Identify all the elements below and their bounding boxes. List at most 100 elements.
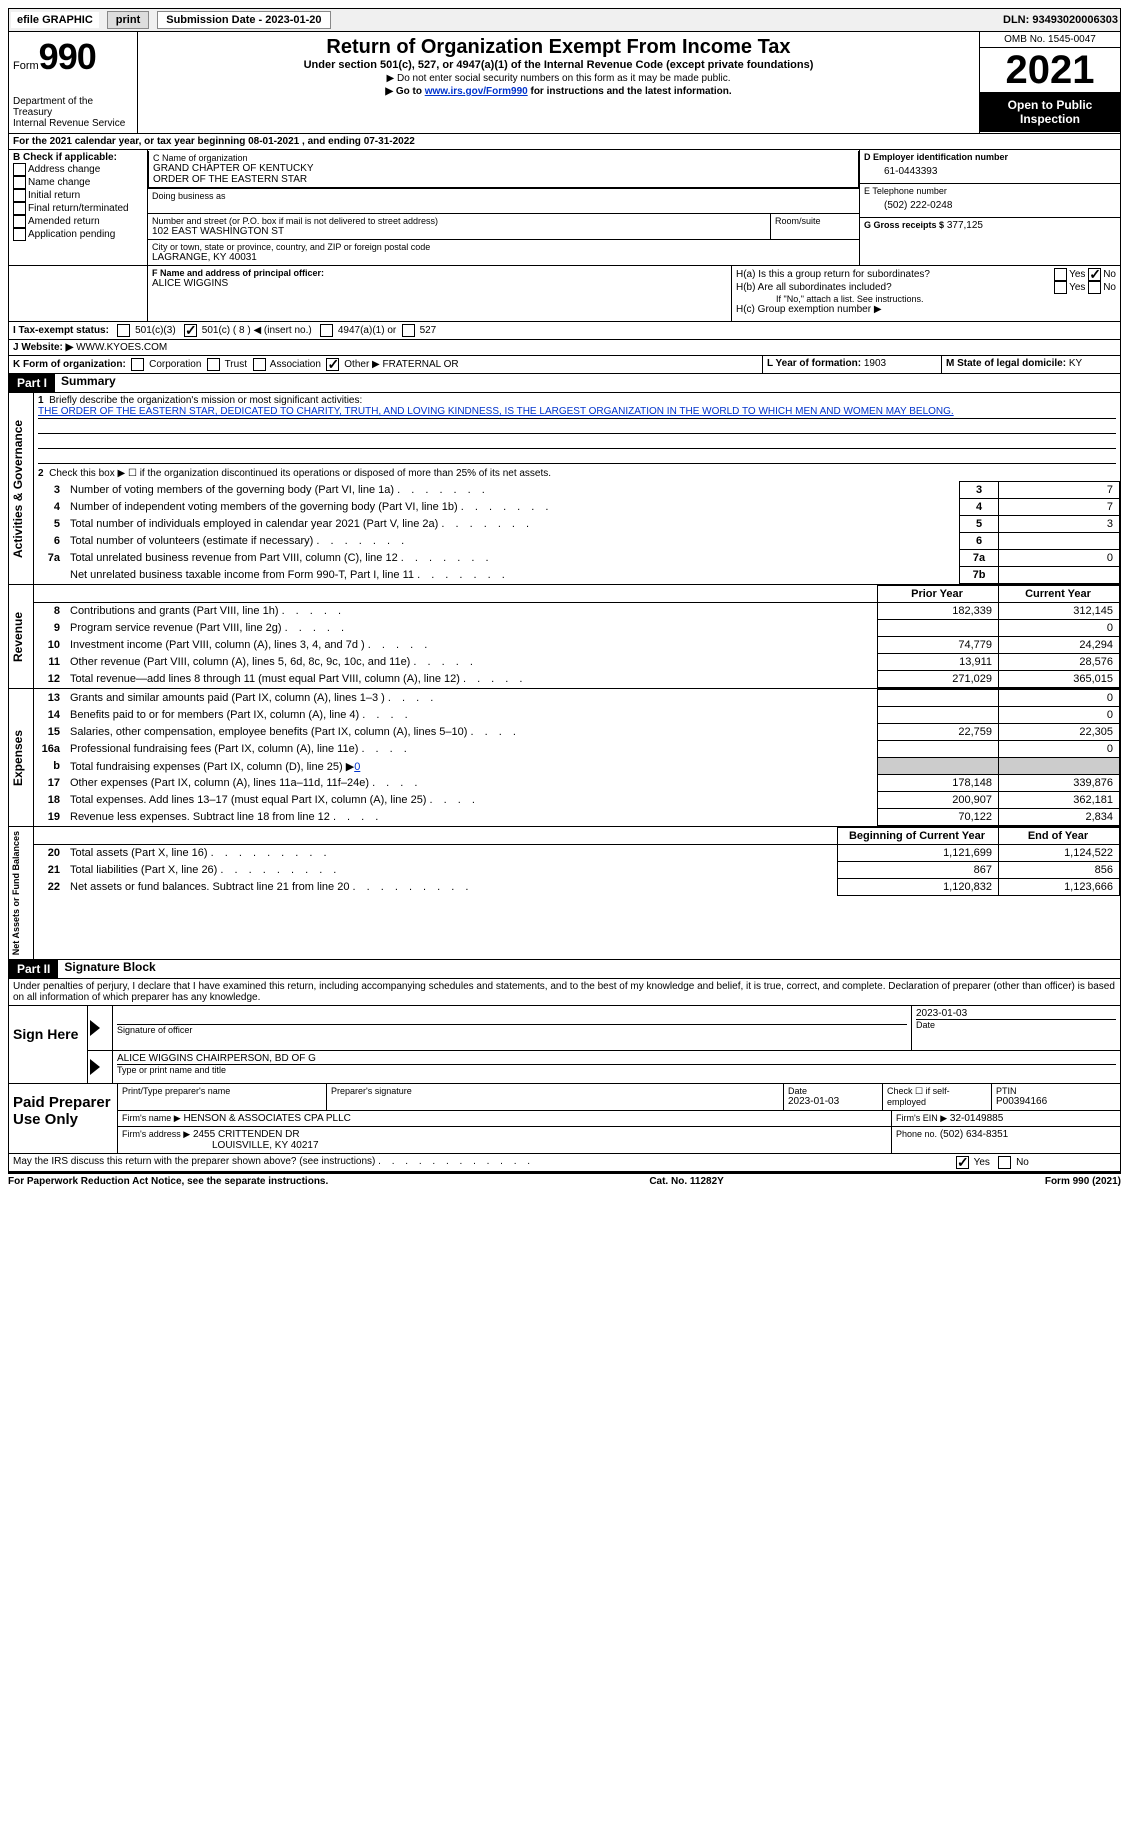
section-c-label: C Name of organization bbox=[153, 153, 854, 163]
section-b-label: B Check if applicable: bbox=[13, 152, 143, 163]
declaration-text: Under penalties of perjury, I declare th… bbox=[8, 979, 1121, 1006]
prior-year-hdr: Prior Year bbox=[878, 586, 999, 603]
addr-change-checkbox[interactable] bbox=[13, 163, 26, 176]
firm-name: HENSON & ASSOCIATES CPA PLLC bbox=[183, 1113, 350, 1124]
prep-date: 2023-01-03 bbox=[788, 1096, 878, 1107]
summary-table: 3Number of voting members of the governi… bbox=[34, 481, 1120, 584]
expenses-table: 13Grants and similar amounts paid (Part … bbox=[34, 689, 1120, 826]
section-f-label: F Name and address of principal officer: bbox=[152, 268, 727, 278]
corp-checkbox[interactable] bbox=[131, 358, 144, 371]
form-footer: Form 990 (2021) bbox=[1045, 1176, 1121, 1187]
section-k-label: K Form of organization: bbox=[13, 359, 126, 370]
goto-post: for instructions and the latest informat… bbox=[528, 86, 732, 97]
period-row: For the 2021 calendar year, or tax year … bbox=[8, 134, 1121, 150]
assoc-checkbox[interactable] bbox=[253, 358, 266, 371]
netassets-block: Net Assets or Fund Balances Beginning of… bbox=[8, 827, 1121, 960]
form-header: Form 990 Department of the Treasury Inte… bbox=[8, 32, 1121, 134]
part1-header: Part I Summary bbox=[8, 374, 1121, 393]
irs-link[interactable]: www.irs.gov/Form990 bbox=[425, 86, 528, 97]
year-formation: 1903 bbox=[864, 358, 886, 369]
officer-name: ALICE WIGGINS bbox=[152, 278, 727, 289]
prep-sig-label: Preparer's signature bbox=[331, 1086, 779, 1096]
line2-text: Check this box ▶ ☐ if the organization d… bbox=[49, 468, 551, 479]
form-title: Return of Organization Exempt From Incom… bbox=[146, 36, 971, 59]
section-j-label: J Website: ▶ bbox=[13, 342, 73, 353]
section-e-label: E Telephone number bbox=[864, 186, 1116, 196]
line1-label: Briefly describe the organization's miss… bbox=[49, 395, 362, 406]
netassets-table: Beginning of Current Year End of Year 20… bbox=[34, 827, 1120, 896]
other-value: FRATERNAL OR bbox=[383, 359, 459, 370]
form-number: 990 bbox=[39, 36, 96, 78]
typed-name: ALICE WIGGINS CHAIRPERSON, BD OF G bbox=[117, 1053, 1116, 1064]
side-activities: Activities & Governance bbox=[9, 393, 33, 584]
side-revenue: Revenue bbox=[9, 585, 33, 688]
hb-no-checkbox[interactable] bbox=[1088, 281, 1101, 294]
website-row: J Website: ▶ WWW.KYOES.COM bbox=[8, 340, 1121, 356]
ptin-value: P00394166 bbox=[996, 1096, 1116, 1107]
hb-yes-checkbox[interactable] bbox=[1054, 281, 1067, 294]
tax-year: 2021 bbox=[980, 48, 1120, 92]
part2-title: Signature Block bbox=[58, 960, 155, 978]
tax-status-row: I Tax-exempt status: 501(c)(3) 501(c) ( … bbox=[8, 322, 1121, 340]
501c3-checkbox[interactable] bbox=[117, 324, 130, 337]
part1-badge: Part I bbox=[9, 374, 55, 392]
other-checkbox[interactable] bbox=[326, 358, 339, 371]
open-to-public: Open to Public Inspection bbox=[980, 92, 1120, 132]
firm-addr2: LOUISVILLE, KY 40217 bbox=[122, 1140, 319, 1151]
initial-return-checkbox[interactable] bbox=[13, 189, 26, 202]
amended-return-checkbox[interactable] bbox=[13, 215, 26, 228]
paid-preparer-block: Paid Preparer Use Only Print/Type prepar… bbox=[8, 1084, 1121, 1154]
print-button[interactable]: print bbox=[107, 11, 149, 29]
klm-row: K Form of organization: Corporation Trus… bbox=[8, 356, 1121, 374]
prep-name-label: Print/Type preparer's name bbox=[122, 1086, 322, 1096]
section-d-label: D Employer identification number bbox=[864, 152, 1116, 162]
part1-body: Activities & Governance 1 Briefly descri… bbox=[8, 393, 1121, 585]
section-g-label: G Gross receipts $ bbox=[864, 220, 944, 230]
firm-name-label: Firm's name ▶ bbox=[122, 1113, 181, 1123]
begin-year-hdr: Beginning of Current Year bbox=[838, 828, 999, 845]
officer-block: F Name and address of principal officer:… bbox=[8, 266, 1121, 322]
trust-checkbox[interactable] bbox=[207, 358, 220, 371]
phone-value: (502) 222-0248 bbox=[864, 196, 1116, 215]
org-name-1: GRAND CHAPTER OF KENTUCKY bbox=[153, 163, 854, 174]
ha-no-checkbox[interactable] bbox=[1088, 268, 1101, 281]
pra-notice: For Paperwork Reduction Act Notice, see … bbox=[8, 1176, 328, 1187]
irs-label: Internal Revenue Service bbox=[13, 118, 133, 129]
final-return-checkbox[interactable] bbox=[13, 202, 26, 215]
efile-label: efile GRAPHIC bbox=[11, 12, 99, 28]
website-value: WWW.KYOES.COM bbox=[76, 342, 167, 353]
current-year-hdr: Current Year bbox=[999, 586, 1120, 603]
firm-ein-label: Firm's EIN ▶ bbox=[896, 1113, 947, 1123]
submission-date: Submission Date - 2023-01-20 bbox=[157, 11, 330, 29]
sign-here-label: Sign Here bbox=[9, 1006, 88, 1083]
arrow-icon bbox=[90, 1020, 100, 1036]
form-word: Form bbox=[13, 60, 39, 72]
h-b-note: If "No," attach a list. See instructions… bbox=[736, 294, 1116, 304]
h-b-label: H(b) Are all subordinates included? bbox=[736, 282, 1054, 293]
h-c-label: H(c) Group exemption number ▶ bbox=[736, 304, 1116, 315]
527-checkbox[interactable] bbox=[402, 324, 415, 337]
may-irs-no-checkbox[interactable] bbox=[998, 1156, 1011, 1169]
goto-pre: ▶ Go to bbox=[385, 86, 424, 97]
side-expenses: Expenses bbox=[9, 689, 33, 826]
footer: For Paperwork Reduction Act Notice, see … bbox=[8, 1172, 1121, 1189]
firm-addr1: 2455 CRITTENDEN DR bbox=[193, 1129, 300, 1140]
arrow-icon bbox=[90, 1059, 100, 1075]
may-irs-text: May the IRS discuss this return with the… bbox=[13, 1156, 375, 1167]
4947-checkbox[interactable] bbox=[320, 324, 333, 337]
sig-officer-label: Signature of officer bbox=[117, 1024, 907, 1035]
org-address: 102 EAST WASHINGTON ST bbox=[152, 226, 766, 237]
may-irs-yes-checkbox[interactable] bbox=[956, 1156, 969, 1169]
omb-number: OMB No. 1545-0047 bbox=[980, 32, 1120, 48]
city-label: City or town, state or province, country… bbox=[152, 242, 855, 252]
app-pending-checkbox[interactable] bbox=[13, 228, 26, 241]
name-change-checkbox[interactable] bbox=[13, 176, 26, 189]
ha-yes-checkbox[interactable] bbox=[1054, 268, 1067, 281]
part2-badge: Part II bbox=[9, 960, 58, 978]
typed-label: Type or print name and title bbox=[117, 1064, 1116, 1075]
section-l-label: L Year of formation: bbox=[767, 358, 861, 369]
addr-label: Number and street (or P.O. box if mail i… bbox=[152, 216, 766, 226]
period-text: For the 2021 calendar year, or tax year … bbox=[9, 134, 1120, 149]
org-city: LAGRANGE, KY 40031 bbox=[152, 252, 855, 263]
501c-checkbox[interactable] bbox=[184, 324, 197, 337]
